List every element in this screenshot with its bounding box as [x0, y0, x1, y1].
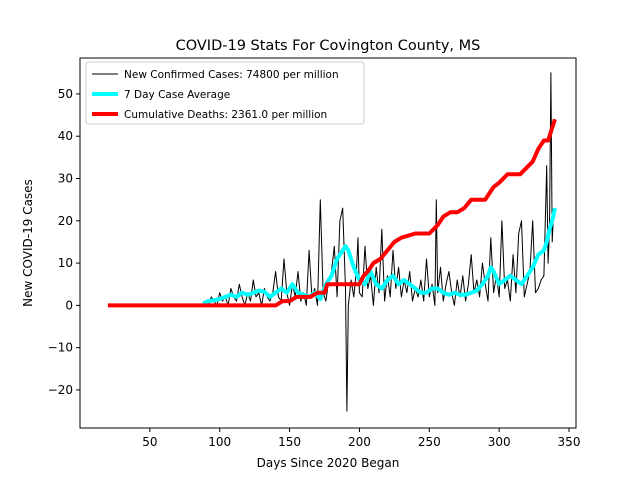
- legend-label-2: Cumulative Deaths: 2361.0 per million: [124, 109, 327, 121]
- y-axis-title: New COVID-19 Cases: [21, 179, 35, 307]
- plot-frame: [79, 57, 577, 429]
- x-tick-label-6: 350: [558, 435, 581, 449]
- y-tick-label-4: 20: [58, 214, 73, 228]
- x-tick-label-0: 50: [142, 435, 157, 449]
- chart-title: COVID-19 Stats For Covington County, MS: [176, 38, 481, 54]
- y-tick-label-0: −20: [48, 383, 73, 397]
- x-axis-title: Days Since 2020 Began: [257, 456, 400, 470]
- legend-label-1: 7 Day Case Average: [124, 89, 230, 101]
- y-tick-label-2: 0: [65, 298, 73, 312]
- y-tick-label-5: 30: [58, 172, 73, 186]
- legend-label-0: New Confirmed Cases: 74800 per million: [124, 69, 339, 81]
- y-tick-label-1: −10: [48, 341, 73, 355]
- y-tick-label-3: 10: [58, 256, 73, 270]
- y-tick-label-6: 40: [58, 129, 73, 143]
- y-tick-label-7: 50: [58, 87, 73, 101]
- x-tick-label-3: 200: [348, 435, 371, 449]
- plot-series: [107, 72, 557, 412]
- x-axis: 50 100 150 200 250 300 350: [142, 428, 580, 449]
- x-tick-label-1: 100: [208, 435, 231, 449]
- legend: New Confirmed Cases: 74800 per million 7 …: [85, 61, 365, 125]
- series-line-2: [107, 118, 557, 308]
- x-tick-label-5: 300: [488, 435, 511, 449]
- legend-box: [85, 61, 365, 125]
- x-tick-label-2: 150: [278, 435, 301, 449]
- y-axis: −20 −10 0 10 20 30 40 50: [48, 87, 80, 397]
- x-tick-label-4: 250: [418, 435, 441, 449]
- series-line-1: [202, 207, 557, 306]
